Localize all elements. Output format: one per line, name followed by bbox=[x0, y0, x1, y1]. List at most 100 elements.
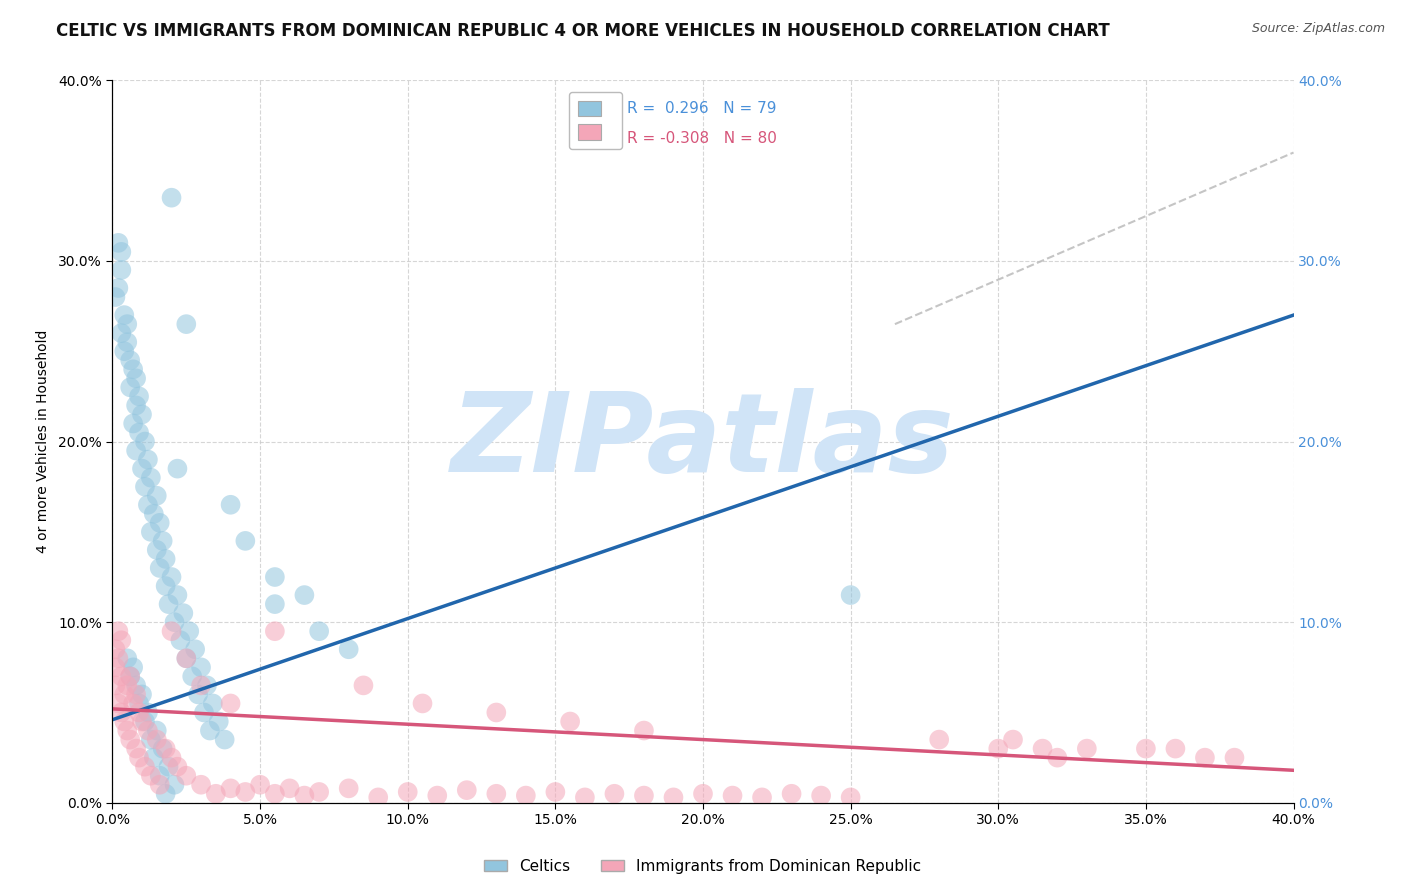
Point bbox=[190, 678, 212, 692]
Point bbox=[174, 651, 197, 665]
Point bbox=[163, 615, 186, 630]
Point bbox=[157, 597, 180, 611]
Point bbox=[233, 785, 256, 799]
Point bbox=[136, 498, 159, 512]
Point bbox=[603, 787, 626, 801]
Point bbox=[174, 651, 197, 665]
Point bbox=[721, 789, 744, 803]
Point bbox=[662, 790, 685, 805]
Point bbox=[112, 687, 135, 701]
Point bbox=[128, 425, 150, 440]
Point bbox=[193, 706, 215, 720]
Point bbox=[134, 434, 156, 449]
Point bbox=[136, 452, 159, 467]
Point bbox=[134, 760, 156, 774]
Point bbox=[139, 524, 162, 539]
Point bbox=[110, 244, 132, 259]
Point bbox=[136, 706, 159, 720]
Point bbox=[112, 714, 135, 729]
Point bbox=[149, 561, 172, 575]
Point bbox=[128, 697, 150, 711]
Point bbox=[125, 443, 148, 458]
Text: ZIPatlas: ZIPatlas bbox=[451, 388, 955, 495]
Point bbox=[485, 706, 508, 720]
Point bbox=[149, 769, 172, 783]
Point bbox=[112, 308, 135, 322]
Point bbox=[120, 669, 142, 683]
Point bbox=[117, 335, 138, 350]
Point bbox=[155, 552, 177, 566]
Point bbox=[195, 678, 218, 692]
Point bbox=[264, 624, 287, 639]
Point bbox=[122, 660, 145, 674]
Point bbox=[515, 789, 537, 803]
Point bbox=[120, 380, 142, 394]
Point bbox=[104, 660, 127, 674]
Point bbox=[110, 326, 132, 340]
Point bbox=[104, 642, 127, 657]
Point bbox=[249, 778, 271, 792]
Point bbox=[128, 706, 150, 720]
Point bbox=[152, 741, 174, 756]
Point bbox=[139, 732, 162, 747]
Point bbox=[179, 624, 201, 639]
Point bbox=[208, 714, 231, 729]
Point bbox=[134, 480, 156, 494]
Point bbox=[278, 781, 301, 796]
Point bbox=[839, 588, 862, 602]
Point bbox=[160, 750, 183, 764]
Point bbox=[219, 697, 242, 711]
Point bbox=[1046, 750, 1069, 764]
Point bbox=[751, 790, 773, 805]
Point bbox=[1032, 741, 1054, 756]
Point bbox=[214, 732, 236, 747]
Point bbox=[117, 723, 138, 738]
Point bbox=[190, 660, 212, 674]
Point bbox=[131, 714, 153, 729]
Point bbox=[160, 570, 183, 584]
Point bbox=[174, 317, 197, 331]
Point bbox=[131, 687, 153, 701]
Point bbox=[152, 533, 174, 548]
Point bbox=[928, 732, 950, 747]
Point bbox=[120, 353, 142, 368]
Point bbox=[122, 697, 145, 711]
Point bbox=[146, 542, 169, 557]
Point bbox=[396, 785, 419, 799]
Point bbox=[352, 678, 374, 692]
Point bbox=[110, 633, 132, 648]
Point bbox=[142, 750, 165, 764]
Point bbox=[337, 642, 360, 657]
Point bbox=[125, 687, 148, 701]
Text: CELTIC VS IMMIGRANTS FROM DOMINICAN REPUBLIC 4 OR MORE VEHICLES IN HOUSEHOLD COR: CELTIC VS IMMIGRANTS FROM DOMINICAN REPU… bbox=[56, 22, 1109, 40]
Point bbox=[125, 741, 148, 756]
Point bbox=[155, 741, 177, 756]
Point bbox=[112, 344, 135, 359]
Point bbox=[987, 741, 1010, 756]
Point bbox=[146, 732, 169, 747]
Point bbox=[633, 789, 655, 803]
Point bbox=[169, 633, 191, 648]
Point bbox=[155, 579, 177, 593]
Point bbox=[104, 290, 127, 304]
Point bbox=[1223, 750, 1246, 764]
Point bbox=[157, 760, 180, 774]
Point bbox=[120, 732, 142, 747]
Point bbox=[146, 723, 169, 738]
Point bbox=[160, 624, 183, 639]
Text: R = -0.308   N = 80: R = -0.308 N = 80 bbox=[627, 131, 776, 146]
Point bbox=[136, 723, 159, 738]
Point bbox=[122, 417, 145, 431]
Point bbox=[166, 760, 188, 774]
Point bbox=[107, 624, 129, 639]
Point bbox=[308, 785, 330, 799]
Point bbox=[544, 785, 567, 799]
Point bbox=[219, 781, 242, 796]
Point bbox=[1135, 741, 1157, 756]
Point bbox=[142, 507, 165, 521]
Point bbox=[110, 706, 132, 720]
Point bbox=[139, 471, 162, 485]
Point bbox=[155, 787, 177, 801]
Point bbox=[117, 678, 138, 692]
Point bbox=[149, 778, 172, 792]
